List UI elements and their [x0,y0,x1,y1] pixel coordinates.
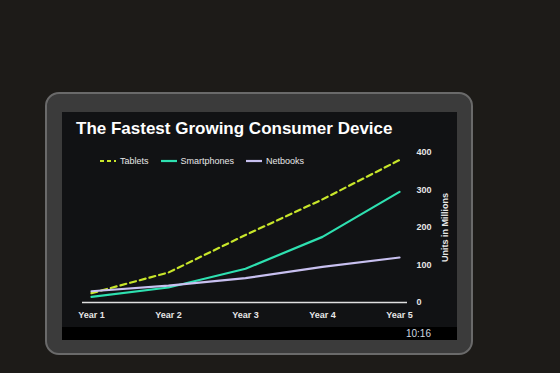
svg-text:Year 4: Year 4 [309,310,336,320]
html-text:10:16: 10:16 [406,328,431,339]
svg-text:Year 2: Year 2 [155,310,182,320]
svg-text:100: 100 [417,260,432,270]
html-text:The Fastest Growing Consumer D: The Fastest Growing Consumer Device [76,119,393,138]
svg-text:200: 200 [417,222,432,232]
svg-text:0: 0 [417,297,422,307]
html-text:Tablets: Tablets [120,156,149,166]
svg-text:400: 400 [417,147,432,157]
svg-text:Year 1: Year 1 [78,310,105,320]
svg-text:Units in Millions: Units in Millions [440,193,450,262]
svg-text:Year 3: Year 3 [232,310,259,320]
html-text:Smartphones: Smartphones [180,156,235,166]
html-text:Netbooks: Netbooks [266,156,305,166]
svg-text:Year 5: Year 5 [386,310,413,320]
svg-text:300: 300 [417,185,432,195]
